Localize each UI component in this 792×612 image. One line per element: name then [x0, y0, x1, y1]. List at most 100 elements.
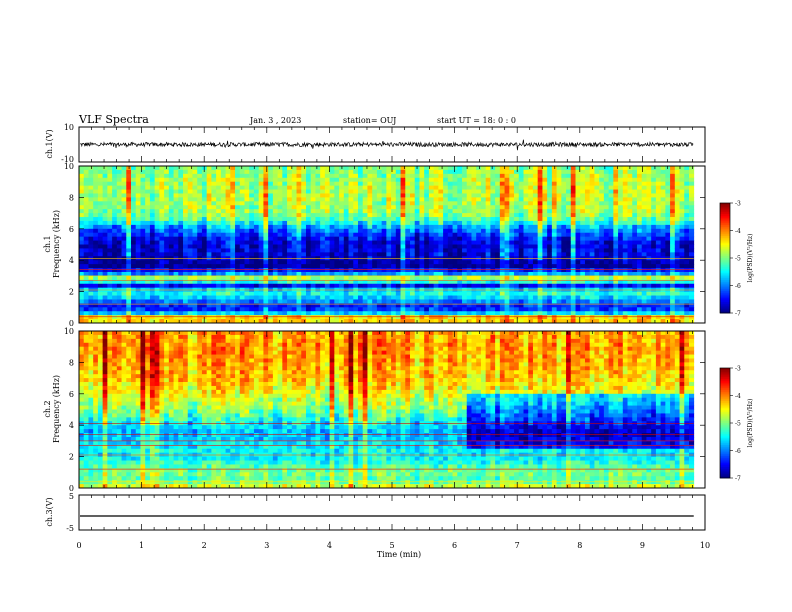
- spectrogram-cell: [641, 307, 647, 312]
- spectrogram-cell: [249, 213, 255, 218]
- spectrogram-cell: [495, 268, 501, 273]
- spectrogram-cell: [324, 209, 331, 214]
- spectrogram-cell: [443, 283, 449, 289]
- spectrogram-cell: [561, 303, 567, 308]
- spectrogram-cell: [570, 169, 576, 175]
- spectrogram-cell: [353, 232, 359, 238]
- spectrogram-cell: [532, 181, 539, 187]
- spectrogram-cell: [443, 197, 449, 202]
- spectrogram-cell: [537, 166, 543, 171]
- spectrogram-cell: [386, 260, 392, 265]
- spectrogram-cell: [216, 177, 222, 183]
- spectrogram-cell: [480, 181, 487, 187]
- spectrogram-cell: [357, 248, 364, 253]
- spectrogram-cell: [362, 275, 368, 281]
- spectrogram-cell: [253, 295, 260, 300]
- spectrogram-cell: [646, 169, 652, 175]
- spectrogram-cell: [419, 291, 425, 296]
- spectrogram-cell: [135, 177, 141, 183]
- spectrogram-cell: [206, 275, 212, 281]
- spectrogram-cell: [632, 283, 638, 289]
- spectrogram-cell: [414, 283, 420, 289]
- spectrogram-cell: [589, 283, 595, 289]
- spectrogram-cell: [504, 173, 510, 179]
- spectrogram-cell: [490, 283, 496, 289]
- spectrogram-cell: [381, 236, 387, 241]
- spectrogram-cell: [79, 181, 85, 187]
- spectrogram-cell: [381, 260, 387, 265]
- spectrogram-cell: [263, 217, 269, 222]
- spectrogram-cell: [462, 220, 468, 226]
- spectrogram-cell: [230, 181, 236, 187]
- spectrogram-cell: [410, 248, 416, 253]
- spectrogram-cell: [452, 213, 458, 218]
- spectrogram-cell: [249, 279, 255, 285]
- spectrogram-cell: [495, 232, 501, 238]
- spectrogram-cell: [584, 189, 591, 194]
- spectrogram-cell: [145, 264, 151, 269]
- spectrogram-cell: [211, 236, 217, 241]
- spectrogram-cell: [164, 209, 170, 214]
- spectrogram-cell: [400, 264, 406, 269]
- spectrogram-cell: [584, 303, 591, 308]
- spectrogram-cell: [126, 220, 132, 226]
- spectrogram-cell: [518, 193, 524, 198]
- spectrogram-cell: [353, 173, 359, 179]
- spectrogram-cell: [263, 205, 269, 210]
- spectrogram-cell: [509, 244, 515, 249]
- spectrogram-cell: [206, 311, 212, 316]
- spectrogram-cell: [641, 213, 647, 218]
- spectrogram-cell: [495, 244, 501, 249]
- spectrogram-cell: [471, 283, 477, 289]
- spectrogram-cell: [263, 319, 269, 324]
- spectrogram-cell: [211, 205, 217, 210]
- spectrogram-cell: [178, 295, 184, 300]
- spectrogram-cell: [532, 248, 539, 253]
- spectrogram-cell: [187, 244, 193, 249]
- spectrogram-cell: [556, 291, 562, 296]
- spectrogram-cell: [471, 209, 477, 214]
- spectrogram-cell: [589, 252, 595, 257]
- spectrogram-cell: [495, 177, 501, 183]
- spectrogram-cell: [225, 189, 231, 194]
- spectrogram-cell: [537, 236, 543, 241]
- spectrogram-cell: [514, 232, 520, 238]
- spectrogram-cell: [551, 283, 557, 289]
- spectrogram-cell: [632, 224, 638, 230]
- spectrogram-cell: [334, 244, 340, 249]
- spectrogram-cell: [391, 236, 397, 241]
- spectrogram-cell: [121, 224, 127, 230]
- spectrogram-cell: [324, 166, 331, 171]
- spectrogram-cell: [376, 181, 383, 187]
- spectrogram-cell: [523, 193, 529, 198]
- spectrogram-cell: [225, 209, 231, 214]
- spectrogram-cell: [197, 240, 203, 245]
- spectrogram-cell: [457, 173, 463, 179]
- spectrogram-cell: [428, 244, 435, 249]
- spectrogram-cell: [532, 240, 539, 245]
- spectrogram-cell: [329, 264, 335, 269]
- spectrogram-cell: [466, 264, 472, 269]
- spectrogram-cell: [305, 240, 312, 245]
- spectrogram-cell: [410, 169, 416, 175]
- spectrogram-cell: [518, 295, 524, 300]
- spectrogram-cell: [173, 205, 179, 210]
- spectrogram-cell: [253, 271, 260, 277]
- spectrogram-cell: [83, 173, 89, 179]
- spectrogram-cell: [608, 213, 614, 218]
- spectrogram-cell: [632, 260, 638, 265]
- spectrogram-cell: [112, 283, 118, 289]
- spectrogram-cell: [235, 319, 241, 324]
- spectrogram-cell: [121, 181, 127, 187]
- spectrogram-cell: [405, 295, 411, 300]
- spectrogram-cell: [220, 252, 226, 257]
- spectrogram-cell: [528, 232, 534, 238]
- spectrogram-cell: [376, 248, 383, 253]
- spectrogram-cell: [310, 303, 316, 308]
- spectrogram-cell: [178, 201, 184, 206]
- spectrogram-cell: [636, 193, 643, 198]
- spectrogram-cell: [291, 260, 297, 265]
- spectrogram-cell: [145, 315, 151, 320]
- spectrogram-cell: [419, 307, 425, 312]
- spectrogram-cell: [357, 213, 364, 218]
